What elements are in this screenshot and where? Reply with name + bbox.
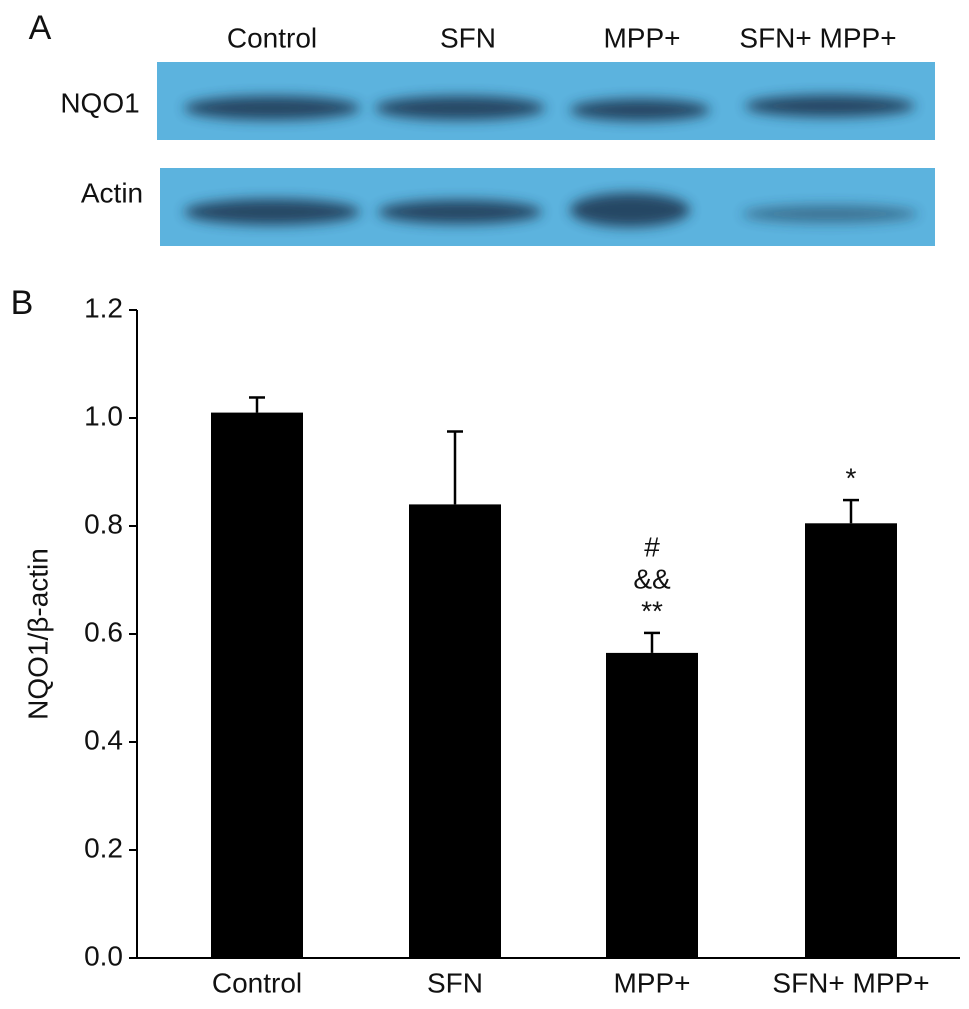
x-tick-label: Control <box>212 967 302 998</box>
bar <box>606 652 698 958</box>
y-tick-label: 1.0 <box>84 400 123 431</box>
panel-label: A <box>29 9 52 47</box>
lane-label: MPP+ <box>603 22 680 53</box>
blot-bands <box>184 95 918 227</box>
y-tick-label: 0.4 <box>84 724 123 755</box>
lane-label: Control <box>227 22 317 53</box>
lane-label: SFN <box>440 22 496 53</box>
panel-label: B <box>11 284 34 322</box>
bar <box>211 412 303 959</box>
y-tick-label: 0.6 <box>84 616 123 647</box>
bar <box>409 504 501 958</box>
significance-mark: # <box>644 531 660 562</box>
row-label: Actin <box>81 177 143 208</box>
x-tick-label: SFN+ MPP+ <box>772 967 929 998</box>
y-tick-label: 0.0 <box>84 940 123 971</box>
significance-mark: * <box>846 462 857 493</box>
significance-mark: && <box>633 563 671 594</box>
lane-label: SFN+ MPP+ <box>739 22 896 53</box>
x-tick-label: SFN <box>427 967 483 998</box>
bar <box>805 523 897 958</box>
y-axis-title: NQO1/β-actin <box>22 548 53 720</box>
y-tick-label: 0.8 <box>84 508 123 539</box>
x-tick-label: MPP+ <box>613 967 690 998</box>
y-tick-label: 1.2 <box>84 292 123 323</box>
significance-mark: ** <box>641 595 663 626</box>
y-tick-label: 0.2 <box>84 832 123 863</box>
row-label: NQO1 <box>60 87 139 118</box>
